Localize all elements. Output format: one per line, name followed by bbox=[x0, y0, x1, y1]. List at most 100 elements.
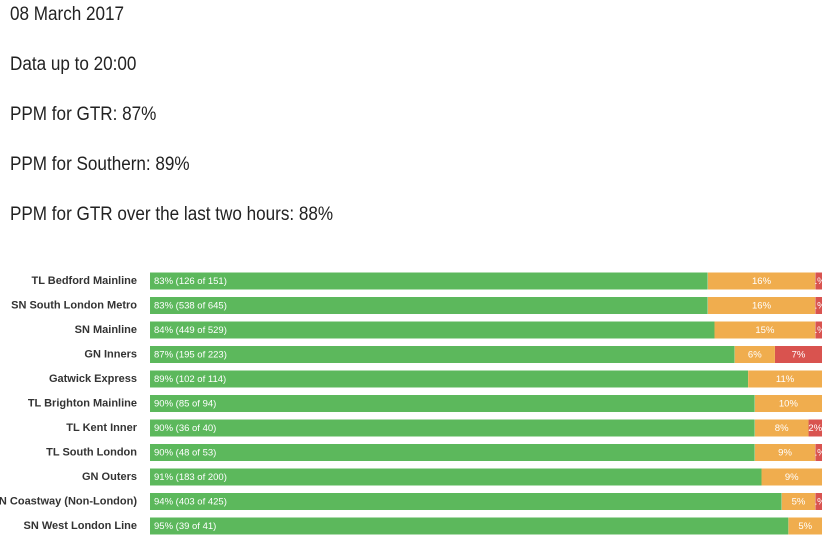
value-label: 95% (39 of 41) bbox=[154, 521, 216, 532]
bar-segment bbox=[150, 468, 762, 486]
value-label: 90% (36 of 40) bbox=[154, 423, 216, 434]
bar-segment bbox=[815, 297, 822, 314]
segment: 84% (449 of 529) bbox=[150, 321, 715, 339]
value-label: 7% bbox=[792, 350, 806, 361]
value-label: 8% bbox=[775, 423, 789, 434]
bar-segment bbox=[734, 346, 775, 363]
category-label: SN South London Metro bbox=[11, 299, 137, 311]
bar-segment bbox=[781, 493, 816, 510]
segment: 8% bbox=[754, 419, 809, 437]
bar-segment bbox=[707, 272, 816, 290]
value-label: 94% (403 of 425) bbox=[154, 497, 227, 508]
value-label: 10% bbox=[779, 399, 799, 410]
value-label: 16% bbox=[752, 301, 772, 312]
segment: 5% bbox=[781, 493, 816, 510]
segment: 83% (126 of 151) bbox=[150, 272, 708, 290]
segment: 90% (48 of 53) bbox=[150, 444, 755, 461]
value-label: 1% bbox=[812, 301, 826, 312]
segment: 1% bbox=[812, 444, 826, 461]
bar-segment bbox=[150, 444, 755, 461]
bar-segment bbox=[150, 395, 755, 412]
value-label: 2% bbox=[808, 423, 822, 434]
bar-segment bbox=[754, 395, 822, 412]
bar-segment bbox=[754, 444, 816, 461]
segment: 1% bbox=[812, 297, 826, 314]
value-label: 5% bbox=[792, 497, 806, 508]
bar-segment bbox=[714, 321, 816, 339]
category-label: Gatwick Express bbox=[49, 373, 137, 385]
bar-segment bbox=[150, 321, 715, 339]
value-label: 9% bbox=[778, 448, 792, 459]
category-label: GN Inners bbox=[84, 348, 137, 360]
bar-segment bbox=[150, 517, 789, 535]
segment: 16% bbox=[707, 272, 816, 290]
value-label: 16% bbox=[752, 276, 772, 287]
value-label: 1% bbox=[812, 497, 826, 508]
value-label: 15% bbox=[755, 325, 775, 336]
segment: 90% (36 of 40) bbox=[150, 419, 755, 437]
bar-segment bbox=[150, 370, 749, 388]
bar-segment bbox=[815, 321, 822, 339]
category-label: SN Coastway (Non-London) bbox=[0, 495, 137, 507]
bar-segment bbox=[815, 272, 822, 290]
category-label: TL Brighton Mainline bbox=[28, 397, 137, 409]
segment: 1% bbox=[812, 321, 826, 339]
segment: 94% (403 of 425) bbox=[150, 493, 782, 510]
segment: 5% bbox=[788, 517, 822, 535]
bar-segment bbox=[150, 493, 782, 510]
bar-segment bbox=[707, 297, 816, 314]
header-line: 08 March 2017 bbox=[10, 4, 125, 25]
value-label: 87% (195 of 223) bbox=[154, 350, 227, 361]
header-line: PPM for GTR: 87% bbox=[10, 104, 157, 125]
bar-segment bbox=[150, 419, 755, 437]
value-label: 90% (48 of 53) bbox=[154, 448, 216, 459]
value-label: 91% (183 of 200) bbox=[154, 472, 227, 483]
value-label: 83% (126 of 151) bbox=[154, 276, 227, 287]
bar-segment bbox=[815, 444, 822, 461]
segment: 15% bbox=[714, 321, 816, 339]
segment: 89% (102 of 114) bbox=[150, 370, 749, 388]
category-label: SN West London Line bbox=[24, 520, 137, 532]
segment: 95% (39 of 41) bbox=[150, 517, 789, 535]
bar-segment bbox=[150, 346, 735, 363]
value-label: 89% (102 of 114) bbox=[154, 374, 226, 385]
category-label: TL Bedford Mainline bbox=[31, 275, 137, 287]
segment: 90% (85 of 94) bbox=[150, 395, 755, 412]
segment: 83% (538 of 645) bbox=[150, 297, 708, 314]
segment: 9% bbox=[754, 444, 816, 461]
chart: TL Bedford Mainline 83% (126 of 151) 16% 1%… bbox=[0, 272, 826, 535]
header-line: Data up to 20:00 bbox=[10, 54, 137, 75]
bar-segment bbox=[761, 468, 822, 486]
value-label: 6% bbox=[748, 350, 762, 361]
segment: 87% (195 of 223) bbox=[150, 346, 735, 363]
segment: 91% (183 of 200) bbox=[150, 468, 762, 486]
segment: 10% bbox=[754, 395, 822, 412]
segment: 11% bbox=[748, 370, 822, 388]
bar-segment bbox=[748, 370, 822, 388]
category-label: SN Mainline bbox=[75, 324, 137, 336]
value-label: 1% bbox=[812, 276, 826, 287]
bar-segment bbox=[150, 272, 708, 290]
segment: 16% bbox=[707, 297, 816, 314]
bar-segment bbox=[774, 346, 822, 363]
value-label: 11% bbox=[776, 374, 795, 385]
category-label: GN Outers bbox=[82, 471, 137, 483]
segment: 1% bbox=[812, 272, 826, 290]
header-line: PPM for Southern: 89% bbox=[10, 154, 190, 175]
value-label: 5% bbox=[798, 521, 812, 532]
segment: 7% bbox=[774, 346, 822, 363]
bar-segment bbox=[150, 297, 708, 314]
bar-segment bbox=[754, 419, 809, 437]
bar-segment bbox=[815, 493, 822, 510]
bar-segment bbox=[788, 517, 822, 535]
category-label: TL Kent Inner bbox=[66, 422, 137, 434]
value-label: 1% bbox=[812, 448, 826, 459]
bar-segment bbox=[808, 419, 822, 437]
segment: 9% bbox=[761, 468, 822, 486]
category-label: TL South London bbox=[46, 446, 137, 458]
segment: 6% bbox=[734, 346, 775, 363]
header-line: PPM for GTR over the last two hours: 88% bbox=[10, 204, 334, 225]
value-label: 84% (449 of 529) bbox=[154, 325, 227, 336]
value-label: 1% bbox=[812, 325, 826, 336]
